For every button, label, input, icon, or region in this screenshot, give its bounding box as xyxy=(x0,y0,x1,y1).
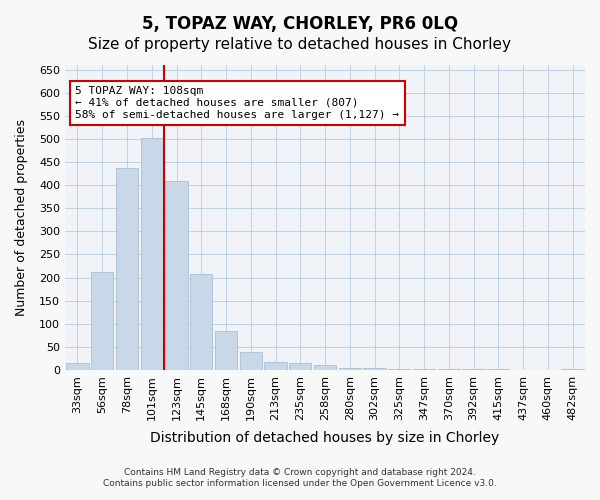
Bar xyxy=(116,168,138,370)
Bar xyxy=(388,369,410,370)
Bar xyxy=(91,272,113,370)
Text: Contains HM Land Registry data © Crown copyright and database right 2024.
Contai: Contains HM Land Registry data © Crown c… xyxy=(103,468,497,487)
X-axis label: Distribution of detached houses by size in Chorley: Distribution of detached houses by size … xyxy=(151,431,500,445)
Bar xyxy=(437,369,460,370)
Bar xyxy=(140,138,163,370)
Text: Size of property relative to detached houses in Chorley: Size of property relative to detached ho… xyxy=(89,38,511,52)
Bar xyxy=(413,369,435,370)
Bar xyxy=(562,368,584,370)
Bar xyxy=(364,368,386,370)
Bar xyxy=(463,369,485,370)
Bar xyxy=(67,363,89,370)
Text: 5 TOPAZ WAY: 108sqm
← 41% of detached houses are smaller (807)
58% of semi-detac: 5 TOPAZ WAY: 108sqm ← 41% of detached ho… xyxy=(76,86,400,120)
Bar xyxy=(215,330,237,370)
Bar xyxy=(265,362,287,370)
Bar xyxy=(338,368,361,370)
Bar xyxy=(166,182,188,370)
Bar xyxy=(487,369,509,370)
Y-axis label: Number of detached properties: Number of detached properties xyxy=(15,119,28,316)
Bar xyxy=(289,363,311,370)
Bar xyxy=(239,352,262,370)
Text: 5, TOPAZ WAY, CHORLEY, PR6 0LQ: 5, TOPAZ WAY, CHORLEY, PR6 0LQ xyxy=(142,15,458,33)
Bar xyxy=(314,366,336,370)
Bar xyxy=(190,274,212,370)
